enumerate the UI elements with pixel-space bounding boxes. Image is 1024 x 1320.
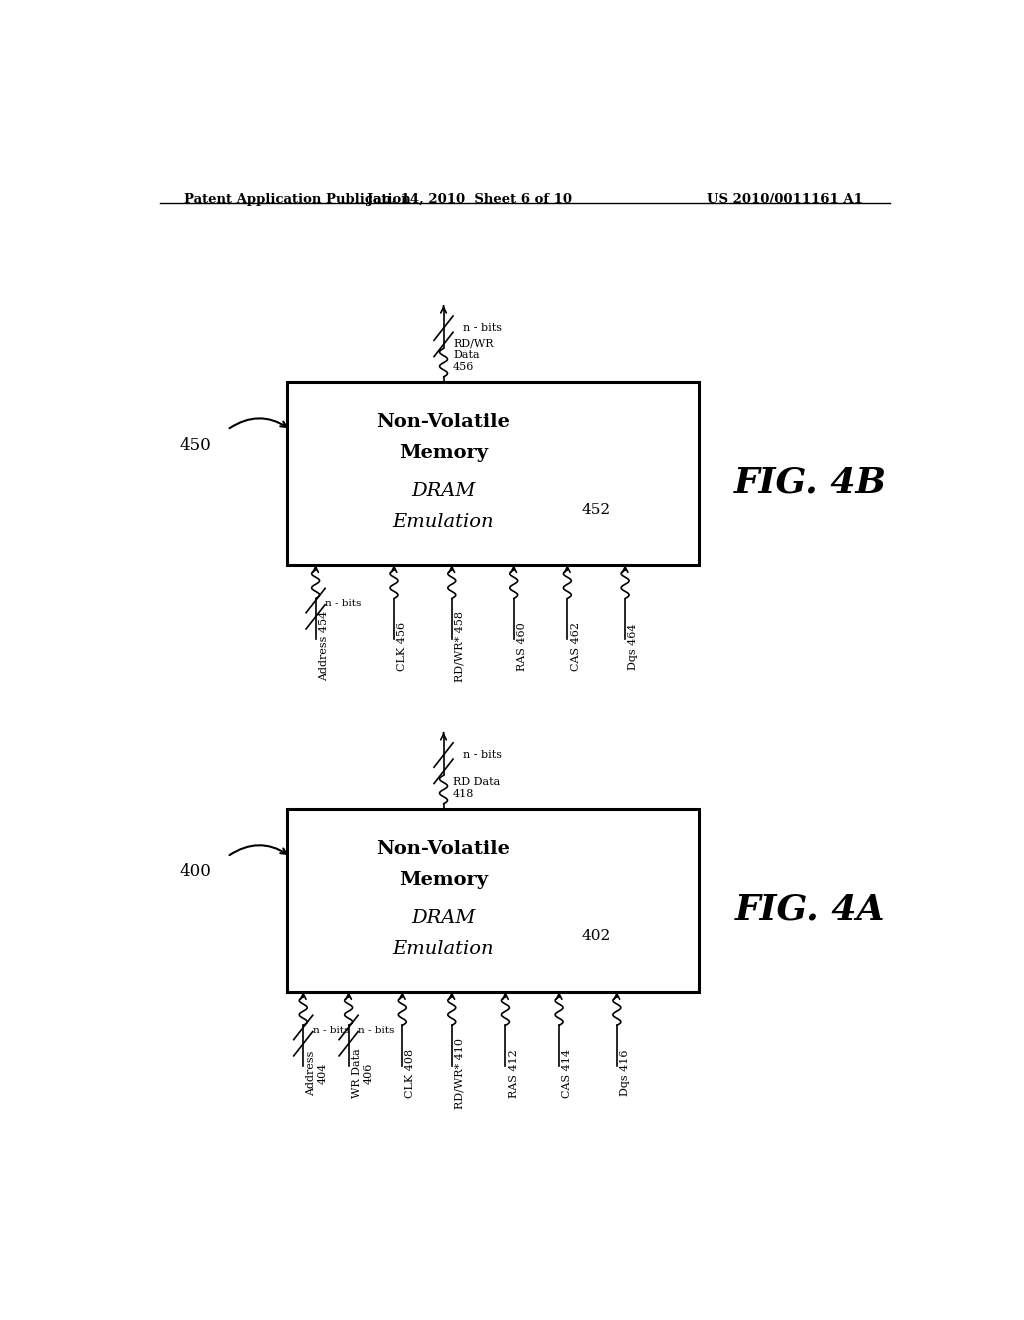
Text: FIG. 4B: FIG. 4B (734, 466, 887, 500)
Text: CLK 456: CLK 456 (397, 622, 408, 671)
Text: n - bits: n - bits (326, 599, 361, 609)
Text: RD/WR* 410: RD/WR* 410 (455, 1038, 465, 1109)
Text: Dqs 464: Dqs 464 (629, 623, 638, 669)
Text: 402: 402 (582, 929, 611, 944)
Bar (287, 809, 699, 991)
Text: DRAM: DRAM (412, 482, 476, 500)
Text: Dqs 416: Dqs 416 (621, 1049, 630, 1097)
Text: Memory: Memory (399, 871, 488, 888)
Text: Address 454: Address 454 (318, 611, 329, 681)
Text: RAS 460: RAS 460 (517, 622, 527, 671)
Text: Address
404: Address 404 (306, 1051, 328, 1096)
Text: n - bits: n - bits (312, 1026, 349, 1035)
Text: Patent Application Publication: Patent Application Publication (183, 193, 411, 206)
Text: Emulation: Emulation (393, 513, 495, 531)
Text: Memory: Memory (399, 444, 488, 462)
Bar (287, 381, 699, 565)
Text: RD Data
418: RD Data 418 (453, 777, 501, 799)
Text: RD/WR
Data
456: RD/WR Data 456 (453, 339, 494, 372)
Text: CLK 408: CLK 408 (406, 1048, 416, 1098)
Text: n - bits: n - bits (464, 323, 503, 333)
Text: CAS 462: CAS 462 (570, 622, 581, 671)
Text: US 2010/0011161 A1: US 2010/0011161 A1 (708, 193, 863, 206)
Text: Jan. 14, 2010  Sheet 6 of 10: Jan. 14, 2010 Sheet 6 of 10 (367, 193, 571, 206)
Text: DRAM: DRAM (412, 909, 476, 927)
Text: n - bits: n - bits (358, 1026, 394, 1035)
Text: 400: 400 (179, 863, 211, 880)
Text: RD/WR* 458: RD/WR* 458 (455, 611, 465, 681)
Text: n - bits: n - bits (464, 750, 503, 760)
Text: 452: 452 (582, 503, 610, 516)
Text: RAS 412: RAS 412 (509, 1049, 518, 1097)
Text: FIG. 4A: FIG. 4A (735, 892, 886, 927)
Text: Non-Volatile: Non-Volatile (377, 840, 511, 858)
Text: Non-Volatile: Non-Volatile (377, 413, 511, 432)
Text: WR Data
406: WR Data 406 (352, 1048, 374, 1098)
Text: Emulation: Emulation (393, 940, 495, 958)
Text: 450: 450 (179, 437, 211, 454)
Text: CAS 414: CAS 414 (562, 1048, 572, 1098)
